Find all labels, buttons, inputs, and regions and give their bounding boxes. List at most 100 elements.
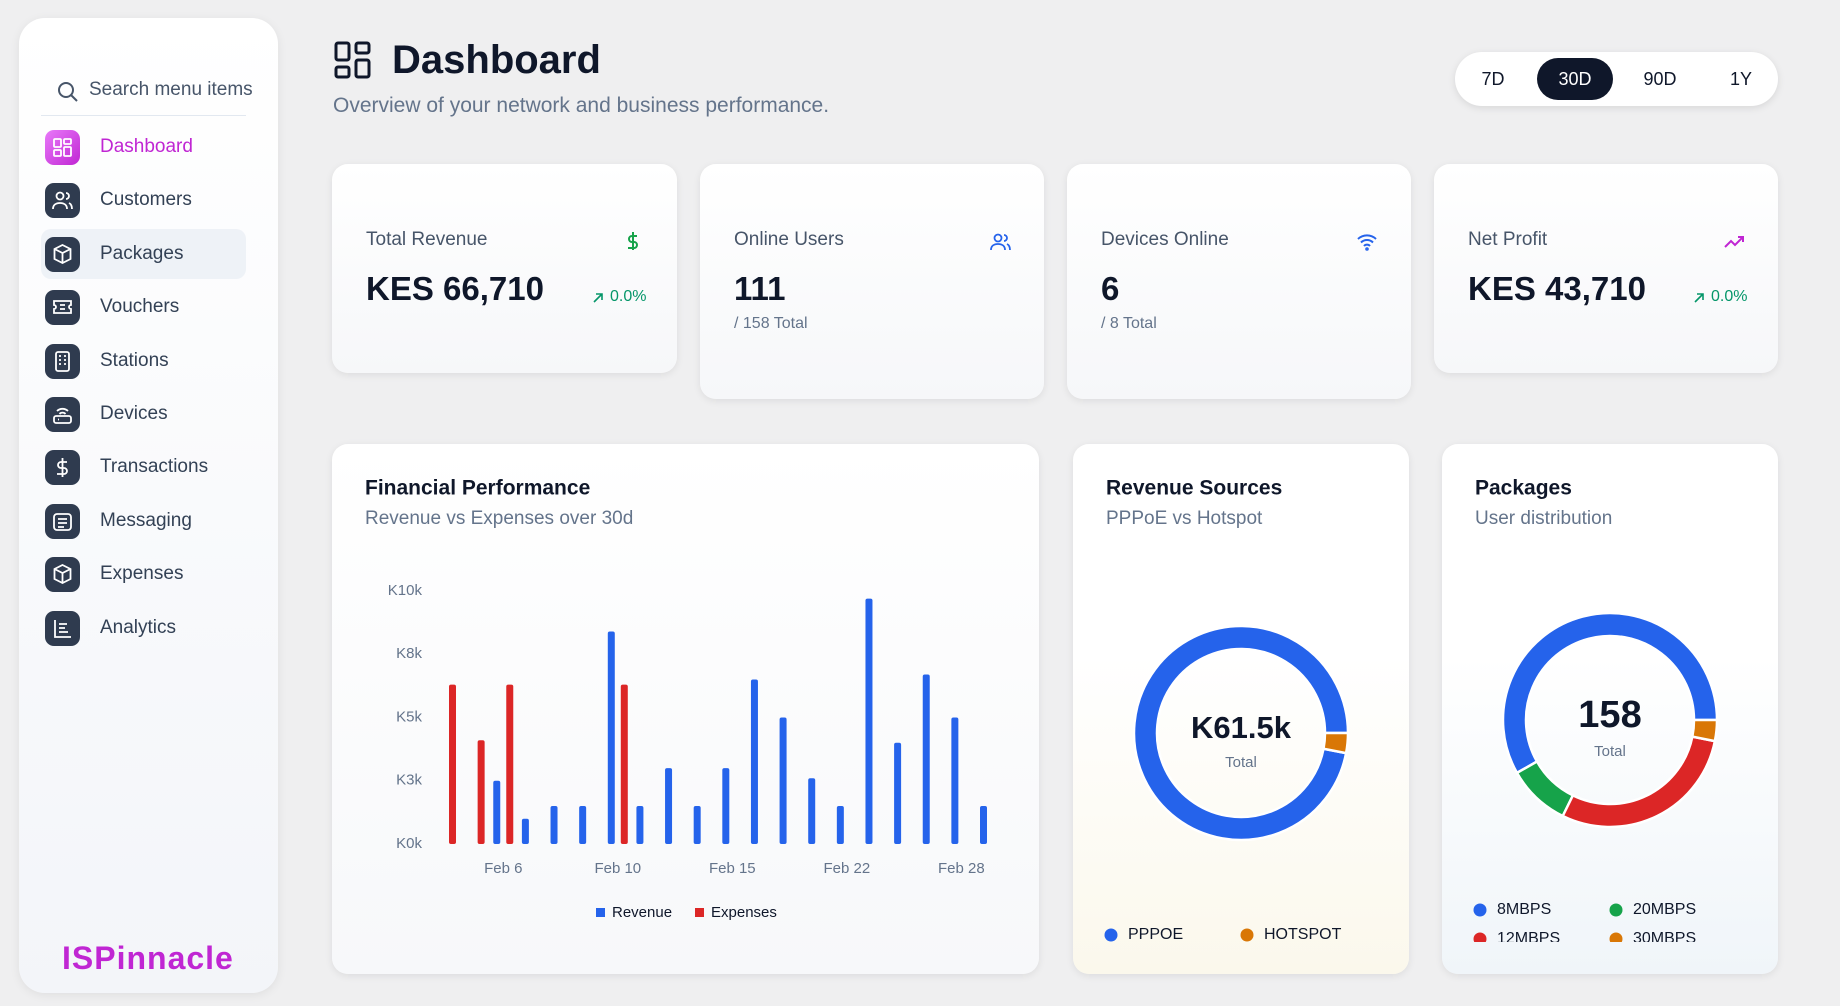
legend-swatch [695,908,704,917]
search-input[interactable]: Search menu items [89,79,253,100]
bar [980,806,987,844]
bar [620,684,628,844]
x-tick-label: Feb 10 [594,860,641,877]
stat-sub: / 158 Total [734,315,808,332]
chart-card: Revenue Sources PPPoE vs Hotspot K61.5k Tot… [1073,444,1409,974]
menu-icon [45,503,80,539]
menu-icon [45,343,80,379]
bar [951,717,959,844]
legend-label: 20MBPS [1633,901,1696,918]
menu-item[interactable]: Messaging [41,496,246,546]
period-button[interactable]: 90D [1643,69,1677,89]
bar [579,806,587,844]
brand: ISPinnacle [62,940,234,976]
stat-title: Total Revenue [366,229,488,250]
y-tick-label: K5k [396,708,422,725]
stat-icon [628,232,638,250]
menu-item[interactable]: Customers [41,175,246,225]
chart-title: Packages [1475,477,1572,500]
menu-item[interactable]: Analytics [41,603,246,653]
menu-label: Packages [100,242,184,264]
menu-label: Devices [100,403,168,424]
bar [836,806,844,844]
period-button[interactable]: 1Y [1729,69,1753,89]
stat-value: 6 [1101,270,1120,307]
legend-label: Expenses [711,904,777,921]
menu-icon [45,397,80,432]
bar [521,818,529,844]
pie-segment [1501,611,1719,775]
bar [722,768,730,844]
legend-label: Revenue [612,904,672,921]
bar [693,806,701,844]
menu-label: Vouchers [100,296,180,318]
legend: PPPOE HOTSPOT [1104,926,1342,943]
stat-card: Online Users 111 / 158 Total [700,164,1044,399]
legend-label: PPPOE [1128,926,1183,943]
y-tick-label: K10k [388,582,423,599]
bar [477,740,485,844]
menu-item[interactable]: Packages [41,228,246,279]
stat-sub: / 8 Total [1101,315,1157,332]
menu-icon [45,236,80,272]
chart: Packages User distribution 158 Total 8MBPS 20… [1473,477,1719,947]
bar [506,684,514,844]
pie-segment [1322,731,1350,755]
legend-dot [1609,903,1623,917]
bar [894,742,902,844]
center-label: K61.5k [1191,710,1292,745]
stat-title: Online Users [734,229,844,250]
menu-icon [45,183,80,219]
header-icon [334,41,371,79]
x-tick-label: Feb 22 [823,860,870,877]
menu-item[interactable]: Expenses [41,549,246,599]
menu-label: Dashboard [100,136,193,157]
bar [808,778,816,844]
stat-value: KES 66,710 [366,270,544,307]
bar [750,679,758,844]
stat-value: 111 [734,270,786,307]
chart-card: Financial Performance Revenue vs Expenses… [332,444,1039,974]
chart-card: Packages User distribution 158 Total 8MBPS 20… [1442,444,1778,974]
bar [493,780,501,844]
divider [41,115,246,116]
glyph [53,138,72,157]
stat-change: 0.0% [1711,288,1748,305]
glyph [55,350,70,372]
menu-icon [45,290,80,326]
legend-dot [1240,928,1254,942]
bar [636,806,644,844]
stat-value: KES 43,710 [1468,270,1646,307]
stat-icon [990,233,1011,251]
pie-segment [1132,624,1350,842]
trend-arrow [1694,293,1704,303]
chart-subtitle: PPPoE vs Hotspot [1106,508,1263,529]
glyph [53,564,72,585]
menu-item[interactable]: Transactions [41,442,246,492]
chart-subtitle: User distribution [1475,508,1612,529]
period-selector: 7D 30D 90D 1Y [1455,52,1778,106]
menu-icon [45,557,80,593]
menu-item[interactable]: Dashboard [41,122,246,172]
menu-label: Expenses [100,563,184,585]
legend-dot [1473,932,1487,942]
legend-label: 30MBPS [1633,930,1696,947]
y-tick-label: K8k [396,645,422,662]
stat-card: Total Revenue KES 66,710 0.0% [332,164,677,373]
menu-item[interactable]: Stations [41,336,246,386]
y-tick-label: K0k [396,835,422,852]
page-title: Dashboard [392,38,601,82]
legend-label: 8MBPS [1497,901,1551,918]
period-button[interactable]: 7D [1481,69,1505,89]
x-tick-label: Feb 28 [938,860,985,877]
period-button[interactable]: 30D [1537,58,1613,100]
stat-title: Net Profit [1468,229,1548,250]
menu-item[interactable]: Devices [41,389,246,439]
chart-title: Financial Performance [365,477,590,500]
bar [665,768,673,844]
legend-dot [1473,903,1487,917]
bar [779,717,787,844]
menu-label: Stations [100,349,169,371]
menu-item[interactable]: Vouchers [41,282,246,332]
